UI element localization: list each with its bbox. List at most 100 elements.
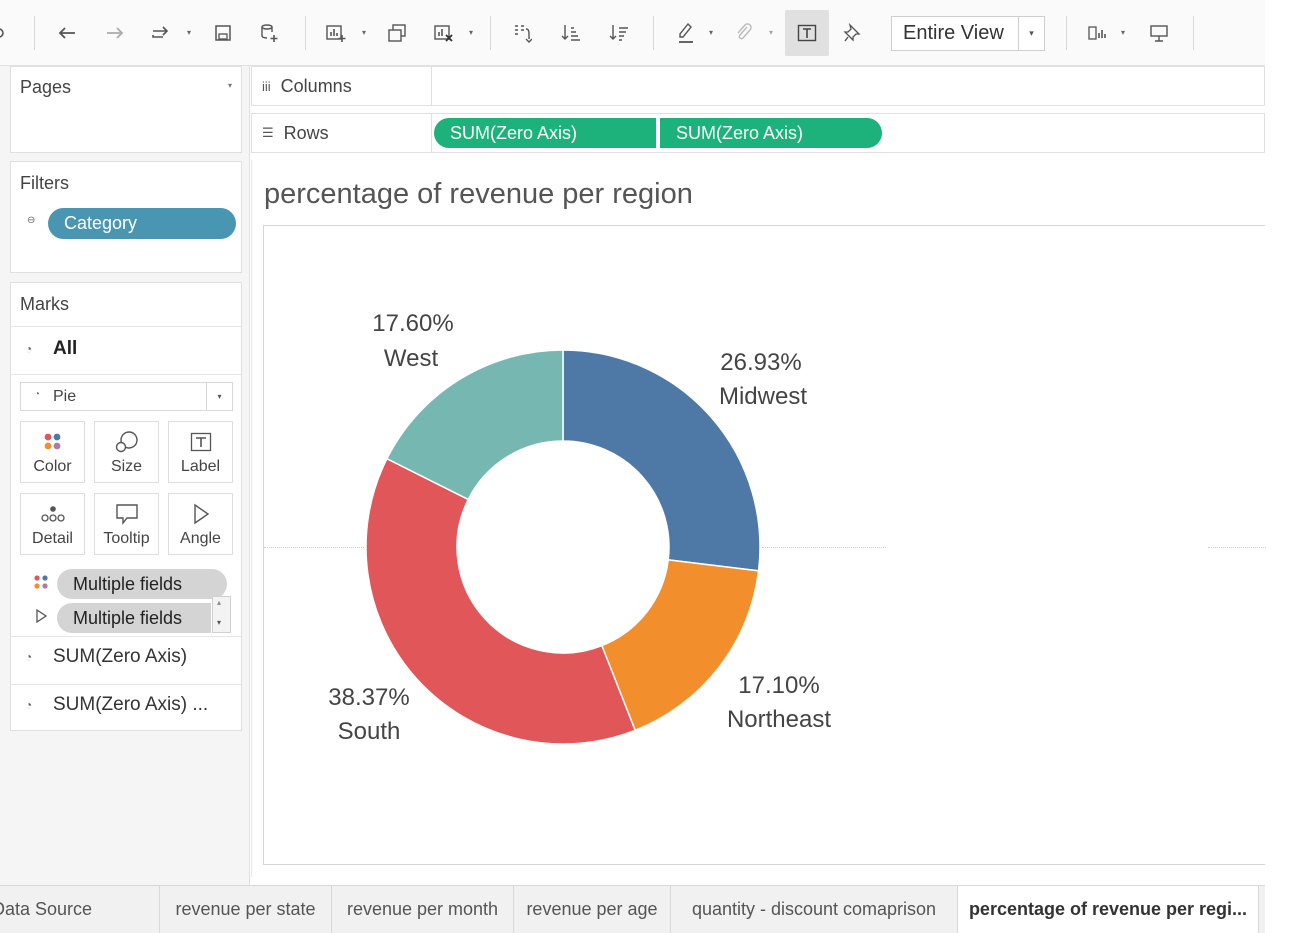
replay-dropdown-icon[interactable]: ▾ [187,28,192,37]
angle-button[interactable]: Angle [168,493,233,555]
presentation-mode-icon[interactable] [1145,14,1173,52]
rows-pill-1[interactable]: SUM(Zero Axis) [434,118,656,148]
detail-label: Detail [32,530,73,547]
color-field-pill[interactable]: Multiple fields [57,569,227,599]
show-cards-dropdown-icon[interactable]: ▾ [1121,28,1126,37]
tooltip-button[interactable]: Tooltip [94,493,159,555]
toolbar-divider [305,16,306,50]
donut-chart[interactable] [264,226,1264,864]
measure-icon: ◔ [25,650,33,664]
label-button[interactable]: Label [168,421,233,483]
donut-slice-midwest[interactable] [562,349,761,572]
rows-pill-2[interactable]: SUM(Zero Axis) [660,118,882,148]
rows-pill-2-label: SUM(Zero Axis) [676,122,804,143]
undo-icon[interactable] [52,14,82,52]
measure-1-tab[interactable]: SUM(Zero Axis) [53,646,188,667]
swap-rows-columns-icon[interactable] [508,14,536,52]
donut-slice-south[interactable] [365,457,637,745]
fit-view-select[interactable]: Entire View ▾ [891,16,1045,51]
scroll-up-icon[interactable]: ▴ [217,598,222,607]
dimension-filter-icon: ⊖ [27,215,36,226]
divider [11,326,241,327]
zero-line [264,547,364,548]
new-datasource-icon[interactable] [256,14,282,52]
tab-quantity-discount-comparison[interactable]: quantity - discount comaprison [671,886,958,933]
fields-scrollbar[interactable]: ▴ ▾ [212,596,231,633]
tab-label: revenue per state [175,899,316,919]
tab-revenue-per-month[interactable]: revenue per month [332,886,514,933]
rows-pill-1-label: SUM(Zero Axis) [450,122,578,143]
tab-percentage-of-revenue-per-region[interactable]: percentage of revenue per regi... [958,886,1259,933]
donut-slice-northeast[interactable] [600,558,760,732]
replay-icon[interactable] [148,14,174,52]
tab-label: revenue per age [526,899,658,919]
pages-card[interactable]: Pages ▾ [10,66,242,153]
tab-data-source[interactable]: Data Source [0,886,160,933]
sheet-tabs: Data Source revenue per state revenue pe… [0,885,1265,933]
columns-shelf[interactable]: iii Columns [251,66,1265,106]
divider [11,684,241,685]
show-me-cards-icon[interactable] [1084,14,1112,52]
chevron-down-icon[interactable]: ▾ [1018,17,1044,50]
color-button[interactable]: Color [20,421,85,483]
rows-icon: ☰ [262,125,274,140]
clear-sheet-icon[interactable] [430,14,458,52]
size-button[interactable]: Size [94,421,159,483]
sort-ascending-icon[interactable] [557,14,585,52]
slice-region-label: South [337,718,401,745]
slice-percent-label: 17.60% [372,310,454,337]
category-filter-pill[interactable]: Category [48,208,236,239]
rows-shelf[interactable]: ☰ Rows SUM(Zero Axis) SUM(Zero Axis) [251,113,1265,153]
gear-icon[interactable] [0,14,10,52]
group-members-dropdown-icon[interactable]: ▾ [769,28,774,37]
zero-line [762,547,886,548]
chevron-down-icon[interactable]: ▾ [206,383,232,410]
angle-field-pill[interactable]: Multiple fields [57,603,211,633]
zero-line [1208,547,1266,548]
slice-region-label: Midwest [718,383,808,410]
new-worksheet-dropdown-icon[interactable]: ▾ [362,28,367,37]
sort-descending-icon[interactable] [605,14,633,52]
toolbar-divider [1066,16,1067,50]
toolbar: ▾ ▾ ▾ ▾ ▾ Entire View ▾ [0,0,1265,66]
label-icon [169,430,232,454]
redo-icon[interactable] [100,14,130,52]
toolbar-divider [1193,16,1194,50]
tab-revenue-per-age[interactable]: revenue per age [514,886,671,933]
filters-card[interactable]: Filters ⊖ Category [10,161,242,273]
columns-shelf-label: iii Columns [252,67,432,105]
pages-title: Pages [20,77,72,97]
color-icon [21,430,84,454]
size-icon [95,430,158,454]
size-label: Size [110,458,143,475]
category-filter-label: Category [64,213,138,233]
mark-type-select[interactable]: ◔ Pie ▾ [20,382,233,411]
all-marks-icon: ◔ [25,342,33,356]
tab-label: revenue per month [346,899,499,919]
clear-sheet-dropdown-icon[interactable]: ▾ [469,28,474,37]
detail-button[interactable]: Detail [20,493,85,555]
scroll-down-icon[interactable]: ▾ [217,618,222,627]
toolbar-divider [34,16,35,50]
marks-card: Marks ◔ All ◔ Pie ▾ Color Size Label Det… [10,282,242,731]
group-members-icon[interactable] [730,14,756,52]
pages-dropdown-icon[interactable]: ▾ [227,81,232,90]
plot-area[interactable] [263,225,1266,865]
all-marks-label[interactable]: All [53,338,78,359]
show-mark-labels-icon[interactable] [785,10,829,56]
tab-revenue-per-state[interactable]: revenue per state [160,886,332,933]
fix-axes-pin-icon[interactable] [839,14,865,52]
angle-field-icon [35,608,48,628]
marks-title: Marks [20,294,69,314]
fit-view-value: Entire View [903,22,1004,44]
slice-region-label: West [383,345,439,372]
save-icon[interactable] [210,14,236,52]
color-label: Color [33,458,72,475]
filters-title: Filters [20,173,69,193]
new-worksheet-icon[interactable] [322,14,350,52]
highlight-dropdown-icon[interactable]: ▾ [709,28,714,37]
highlight-icon[interactable] [673,14,699,52]
donut-slice-west[interactable] [385,349,564,501]
duplicate-sheet-icon[interactable] [383,14,411,52]
measure-2-tab[interactable]: SUM(Zero Axis) ... [53,694,209,715]
